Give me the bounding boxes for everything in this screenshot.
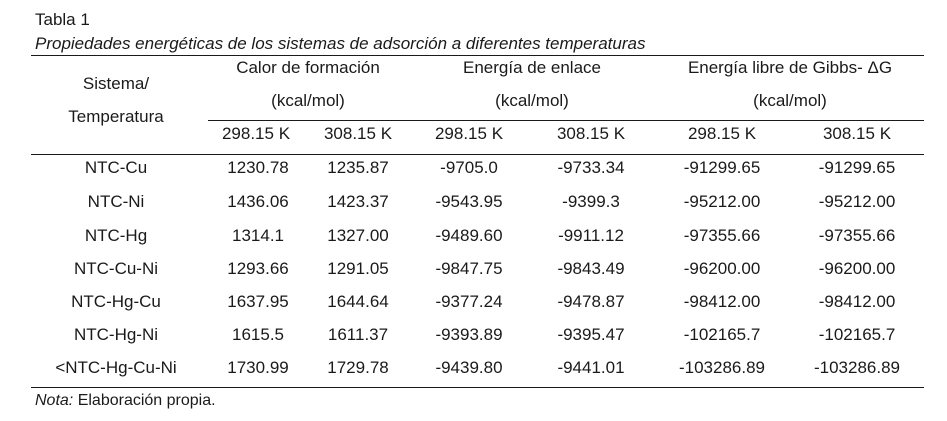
table-bottom-rule — [31, 387, 924, 388]
table-cell: 1291.05 — [327, 259, 389, 278]
table-cell: -9847.75 — [435, 259, 503, 278]
table-title: Propiedades energéticas de los sistemas … — [35, 34, 646, 53]
table-cell: -98412.00 — [818, 292, 896, 311]
group-unit-binding-energy: (kcal/mol) — [495, 91, 569, 110]
table-cell: -9478.87 — [557, 292, 625, 311]
table-cell: -9543.95 — [435, 192, 503, 211]
row-system-label: NTC-Cu — [84, 158, 148, 177]
table-cell: -102165.7 — [818, 325, 896, 344]
table-cell: -9393.89 — [435, 325, 503, 344]
table-cell: -98412.00 — [683, 292, 761, 311]
table-cell: -103286.89 — [678, 358, 766, 377]
table-cell: 1644.64 — [327, 292, 389, 311]
stub-header-line1: Sistema/ — [82, 74, 150, 93]
table-cell: -97355.66 — [683, 226, 761, 245]
note-text: Elaboración propia. — [73, 392, 216, 409]
group-header-binding-energy: Energía de enlace — [463, 58, 601, 77]
group-header-gibbs-energy: Energía libre de Gibbs- ΔG — [687, 58, 893, 77]
stub-header-line2: Temperatura — [68, 107, 164, 126]
table-cell: -9377.24 — [435, 292, 503, 311]
table-label: Tabla 1 — [35, 10, 90, 29]
table-cell: -95212.00 — [818, 192, 896, 211]
table-cell: 1729.78 — [327, 358, 389, 377]
table-cell: -9733.34 — [557, 158, 625, 177]
group-header-rule — [208, 120, 924, 121]
table-cell: 1235.87 — [327, 158, 389, 177]
table-cell: 1293.66 — [227, 259, 289, 278]
subheader-temperature: 298.15 K — [434, 124, 504, 143]
header-bottom-rule — [31, 154, 924, 155]
table-cell: -9441.01 — [557, 358, 625, 377]
table-cell: -9911.12 — [558, 226, 624, 245]
table-cell: 1314.1 — [232, 226, 284, 245]
table-cell: -9439.80 — [435, 358, 503, 377]
row-system-label: NTC-Hg-Cu — [71, 292, 161, 311]
table-cell: -91299.65 — [818, 158, 896, 177]
table-cell: 1730.99 — [227, 358, 289, 377]
table-cell: 1327.00 — [327, 226, 389, 245]
subheader-temperature: 308.15 K — [556, 124, 626, 143]
table-cell: 1637.95 — [227, 292, 289, 311]
row-system-label: <NTC-Hg-Cu-Ni — [55, 358, 177, 377]
subheader-temperature: 308.15 K — [323, 124, 393, 143]
group-unit-heat-formation: (kcal/mol) — [271, 91, 345, 110]
table-cell: -91299.65 — [683, 158, 761, 177]
table-note: Nota: Elaboración propia. — [35, 391, 216, 411]
row-system-label: NTC-Hg-Ni — [73, 325, 159, 344]
row-system-label: NTC-Cu-Ni — [73, 259, 159, 278]
subheader-temperature: 298.15 K — [687, 124, 757, 143]
table-cell: 1230.78 — [227, 158, 289, 177]
table-cell: -9843.49 — [557, 259, 625, 278]
subheader-temperature: 308.15 K — [822, 124, 892, 143]
table-cell: -9705.0 — [440, 158, 498, 177]
row-system-label: NTC-Ni — [87, 192, 145, 211]
table-cell: 1611.37 — [327, 325, 389, 344]
table-cell: -96200.00 — [818, 259, 896, 278]
table-cell: -102165.7 — [683, 325, 761, 344]
subheader-temperature: 298.15 K — [221, 124, 291, 143]
table-cell: -9395.47 — [557, 325, 625, 344]
table-cell: 1615.5 — [232, 325, 284, 344]
table-cell: -103286.89 — [813, 358, 901, 377]
row-system-label: NTC-Hg — [84, 226, 148, 245]
table-cell: -97355.66 — [818, 226, 896, 245]
table-top-rule — [31, 55, 924, 56]
table-cell: -96200.00 — [683, 259, 761, 278]
table-cell: 1436.06 — [227, 192, 289, 211]
note-label: Nota: — [35, 392, 74, 409]
table-cell: -9489.60 — [435, 226, 503, 245]
group-header-heat-formation: Calor de formación — [236, 58, 380, 77]
group-unit-gibbs-energy: (kcal/mol) — [753, 91, 827, 110]
table-cell: 1423.37 — [327, 192, 389, 211]
table-cell: -95212.00 — [683, 192, 761, 211]
table-cell: -9399.3 — [562, 192, 620, 211]
